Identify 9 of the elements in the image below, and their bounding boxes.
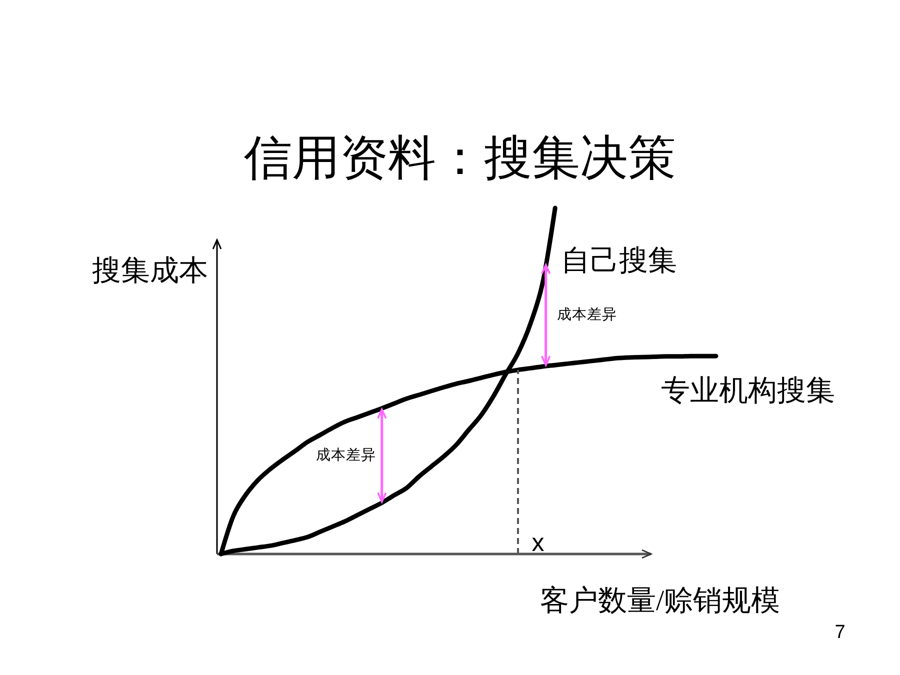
chart-title: 信用资料：搜集决策 xyxy=(244,132,676,185)
series-label: 专业机构搜集 xyxy=(661,375,835,408)
annotation: x xyxy=(532,529,545,557)
y-axis-title: 搜集成本 xyxy=(92,255,208,287)
x-axis-title: 客户数量/赊销规模 xyxy=(540,585,780,617)
annotation: 成本差异 xyxy=(556,306,617,323)
text: 7 xyxy=(834,622,846,643)
annotation: 成本差异 xyxy=(316,446,376,464)
series-label: 自己搜集 xyxy=(561,245,678,277)
